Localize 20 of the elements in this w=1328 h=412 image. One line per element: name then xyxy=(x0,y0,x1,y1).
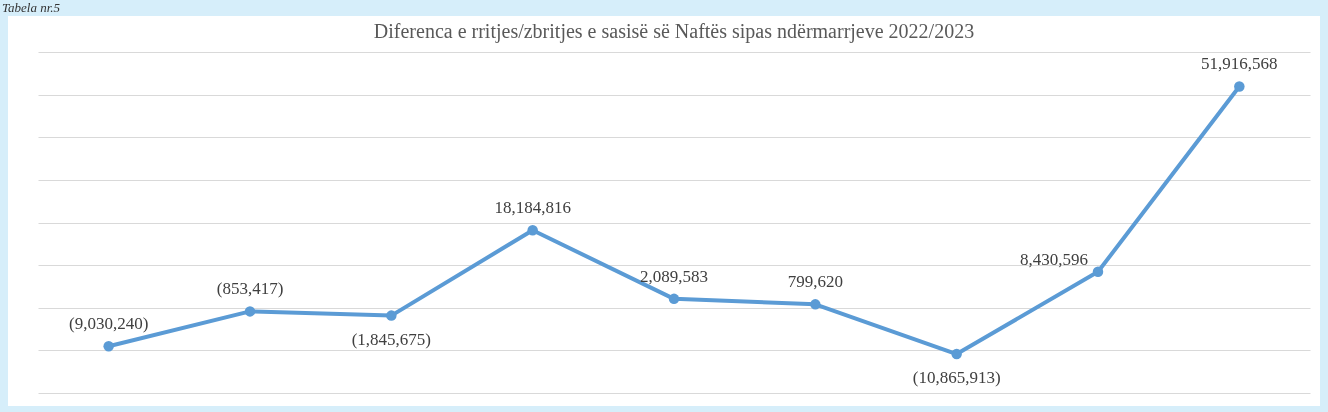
point xyxy=(951,348,962,360)
data-label: 2,089,583 xyxy=(640,266,708,286)
point xyxy=(668,293,680,305)
point xyxy=(1234,81,1245,92)
data-label: (10,865,913) xyxy=(912,368,1001,388)
data-label: 18,184,816 xyxy=(494,198,571,218)
data-label: 8,430,596 xyxy=(1020,249,1088,269)
text: Tabela nr.5 xyxy=(2,0,61,16)
data-label: 799,620 xyxy=(787,272,843,292)
point xyxy=(810,299,821,310)
data-label: (853,417) xyxy=(216,279,284,299)
data-label: 51,916,568 xyxy=(1201,54,1278,74)
chart-title: Diferenca e rritjes/zbritjes e sasisë së Naftës sipas ndërmarrjeve 2022/2023 xyxy=(373,20,975,43)
point xyxy=(527,225,538,236)
point xyxy=(103,341,114,352)
data-label: (9,030,240) xyxy=(69,314,149,334)
data-label: (1,845,675) xyxy=(351,329,431,349)
point xyxy=(386,310,397,321)
point xyxy=(1092,266,1104,278)
point xyxy=(244,306,256,317)
